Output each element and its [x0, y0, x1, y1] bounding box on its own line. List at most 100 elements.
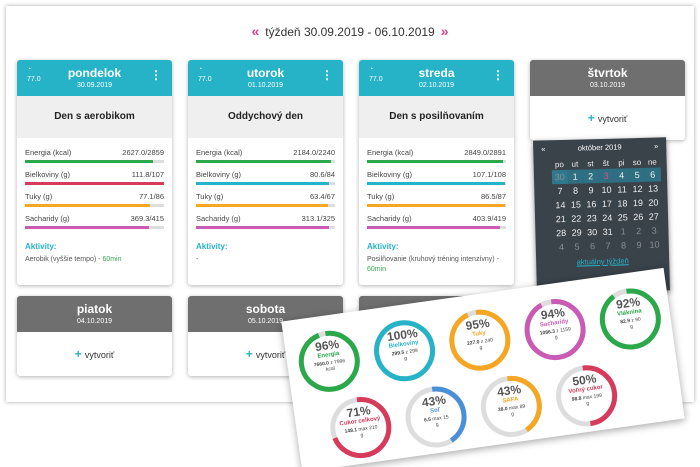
- nutrient-bar-fill: [367, 204, 505, 207]
- calendar-day[interactable]: 19: [632, 197, 644, 209]
- day-name: piatok: [76, 302, 113, 316]
- create-label: vytvoriť: [84, 350, 115, 360]
- menu-kebab-icon[interactable]: ⋮: [150, 68, 162, 82]
- calendar-day[interactable]: 12: [632, 183, 643, 195]
- calendar-day[interactable]: 28: [556, 227, 567, 239]
- nutrient-bar-fill: [25, 226, 149, 229]
- calendar-day[interactable]: 7: [605, 240, 611, 251]
- day-type: Den s aerobikom: [17, 96, 172, 138]
- nutrient-label: Bielkoviny (g): [196, 170, 242, 179]
- weekday: pi: [618, 157, 625, 168]
- calendar-day[interactable]: 4: [613, 168, 630, 183]
- calendar-day[interactable]: 2: [582, 169, 599, 184]
- nutrient-list: Energia (kcal) 2184.0/2240 Bielkoviny (g)…: [196, 144, 335, 232]
- gauge-icon: ◔ 77.0: [27, 66, 41, 83]
- day-card-streda: ◔ 77.0 streda 02.10.2019 ⋮ Den s posilňov…: [359, 60, 514, 285]
- calendar-day[interactable]: 30: [587, 227, 598, 238]
- calendar-day[interactable]: 5: [574, 241, 580, 252]
- calendar-day[interactable]: 14: [555, 199, 566, 211]
- day-date: 03.10.2019: [589, 82, 626, 89]
- calendar-day[interactable]: 30: [551, 169, 568, 185]
- nutrient-row: Energia (kcal) 2627.0/2859: [25, 144, 164, 166]
- nutrient-bar-fill: [25, 182, 164, 185]
- menu-kebab-icon[interactable]: ⋮: [321, 68, 333, 82]
- nutrient-value: 80.6/84: [309, 170, 335, 179]
- calendar-day[interactable]: 1: [620, 226, 626, 237]
- calendar-day[interactable]: 31: [602, 226, 613, 237]
- nutrient-bar: [196, 204, 335, 207]
- create-day-button[interactable]: + vytvoriť: [188, 332, 343, 376]
- create-day-button[interactable]: + vytvoriť: [530, 96, 685, 140]
- calendar-day[interactable]: 8: [620, 240, 627, 251]
- calendar-day[interactable]: 3: [651, 225, 657, 236]
- calendar-day[interactable]: 6: [589, 241, 596, 252]
- calendar-day[interactable]: 13: [647, 183, 659, 194]
- calendar-day[interactable]: 3: [598, 168, 615, 184]
- day-card-pondelok: ◔ 77.0 pondelok 30.09.2019 ⋮ Den s aerobi…: [17, 60, 172, 285]
- nutrient-value: 86.5/87: [480, 192, 506, 201]
- calendar-day[interactable]: 27: [648, 211, 659, 222]
- ring-progress: [599, 288, 661, 350]
- ring-progress: [374, 320, 436, 382]
- calendar-day[interactable]: 8: [572, 185, 579, 196]
- nutrient-label: Tuky (g): [25, 192, 53, 201]
- calendar-day[interactable]: 6: [644, 167, 661, 182]
- day-header: ◔ 77.0 pondelok 30.09.2019 ⋮: [17, 60, 172, 96]
- calendar-day[interactable]: 18: [617, 198, 628, 209]
- calendar-prev-icon[interactable]: «: [541, 144, 546, 154]
- next-week-icon[interactable]: »: [440, 23, 449, 39]
- calendar-day[interactable]: 7: [557, 186, 563, 197]
- calendar-day[interactable]: 29: [571, 227, 582, 238]
- nutrient-label: Energia (kcal): [25, 148, 72, 157]
- calendar-day[interactable]: 21: [555, 213, 566, 225]
- ring-progress: [405, 386, 467, 448]
- calendar-next-icon[interactable]: »: [653, 141, 659, 151]
- calendar-day[interactable]: 25: [617, 212, 628, 223]
- gauge-icon: ◔ 77.0: [369, 66, 383, 83]
- calendar-day[interactable]: 4: [558, 241, 565, 253]
- calendar-day[interactable]: 15: [570, 199, 582, 210]
- calendar-day[interactable]: 22: [571, 213, 582, 224]
- activity-text: Aerobik (vyššie tempo) - 60min: [25, 256, 122, 263]
- nutrient-value: 2849.0/2891: [464, 148, 506, 157]
- day-date: 01.10.2019: [247, 82, 284, 89]
- ring-gauge: 71% Cukor celkový 148.1 max 210 g: [325, 391, 397, 463]
- menu-kebab-icon[interactable]: ⋮: [492, 68, 504, 82]
- calendar-day[interactable]: 20: [648, 197, 659, 208]
- weekday: po: [554, 159, 564, 169]
- calendar-day[interactable]: 5: [629, 167, 646, 183]
- ring-gauge: 43% SAFA 38.0 max 89 g: [475, 370, 547, 442]
- create-day-button[interactable]: + vytvoriť: [17, 332, 172, 376]
- calendar-day[interactable]: 16: [586, 199, 597, 210]
- nutrient-bar: [196, 160, 335, 163]
- prev-week-icon[interactable]: «: [251, 23, 260, 39]
- current-week-link[interactable]: aktuálny týždeň: [576, 256, 629, 267]
- nutrient-value: 2627.0/2859: [122, 148, 164, 157]
- calendar-day[interactable]: 10: [649, 239, 660, 250]
- calendar-day[interactable]: 2: [636, 225, 642, 237]
- ring-progress: [524, 299, 586, 361]
- nutrient-label: Energia (kcal): [196, 148, 243, 157]
- weekly-summary-panel: 96% Energia 7660.0 z 7996 kcal 100% Bielkovi…: [281, 267, 685, 467]
- activity-text: Posilňovanie (kruhový tréning intenzívny…: [367, 256, 499, 273]
- calendar-day[interactable]: 24: [602, 212, 613, 223]
- calendar-day[interactable]: 11: [617, 184, 627, 195]
- nutrient-value: 63.4/67: [309, 192, 335, 201]
- nutrient-row: Sacharidy (g) 403.9/419: [367, 210, 506, 232]
- activities-heading: Aktivity:: [367, 242, 399, 251]
- weekday: so: [632, 157, 642, 167]
- ring-progress: [330, 397, 392, 459]
- week-label: týždeň 30.09.2019 - 06.10.2019: [265, 25, 435, 39]
- calendar-day[interactable]: 23: [586, 213, 597, 224]
- calendar-day[interactable]: 1: [567, 169, 584, 184]
- nutrient-value: 313.1/325: [301, 214, 335, 223]
- calendar-day[interactable]: 9: [636, 239, 642, 251]
- calendar-day[interactable]: 9: [588, 185, 594, 196]
- calendar-day[interactable]: 10: [601, 184, 612, 195]
- activity-name: Aerobik (vyššie tempo): [25, 256, 97, 263]
- calendar-day[interactable]: 17: [601, 198, 613, 209]
- day-header: ◔ 77.0 streda 02.10.2019 ⋮: [359, 60, 514, 96]
- calendar-day[interactable]: 26: [633, 211, 644, 223]
- ring-arc: [330, 397, 392, 459]
- nutrient-bar: [196, 182, 335, 185]
